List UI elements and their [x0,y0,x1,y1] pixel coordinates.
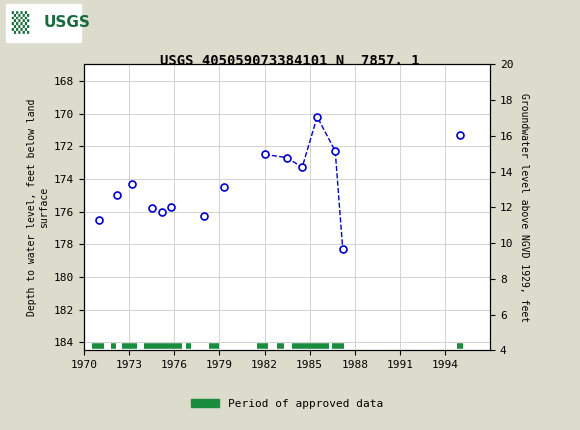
Legend: Period of approved data: Period of approved data [187,394,387,414]
Y-axis label: Depth to water level, feet below land
surface: Depth to water level, feet below land su… [27,99,49,316]
Bar [6,3,81,42]
Text: USGS 405059073384101 N  7857. 1: USGS 405059073384101 N 7857. 1 [160,54,420,68]
Text: USGS: USGS [44,15,90,30]
Y-axis label: Groundwater level above NGVD 1929, feet: Groundwater level above NGVD 1929, feet [519,93,529,322]
Text: ▒: ▒ [12,11,29,34]
